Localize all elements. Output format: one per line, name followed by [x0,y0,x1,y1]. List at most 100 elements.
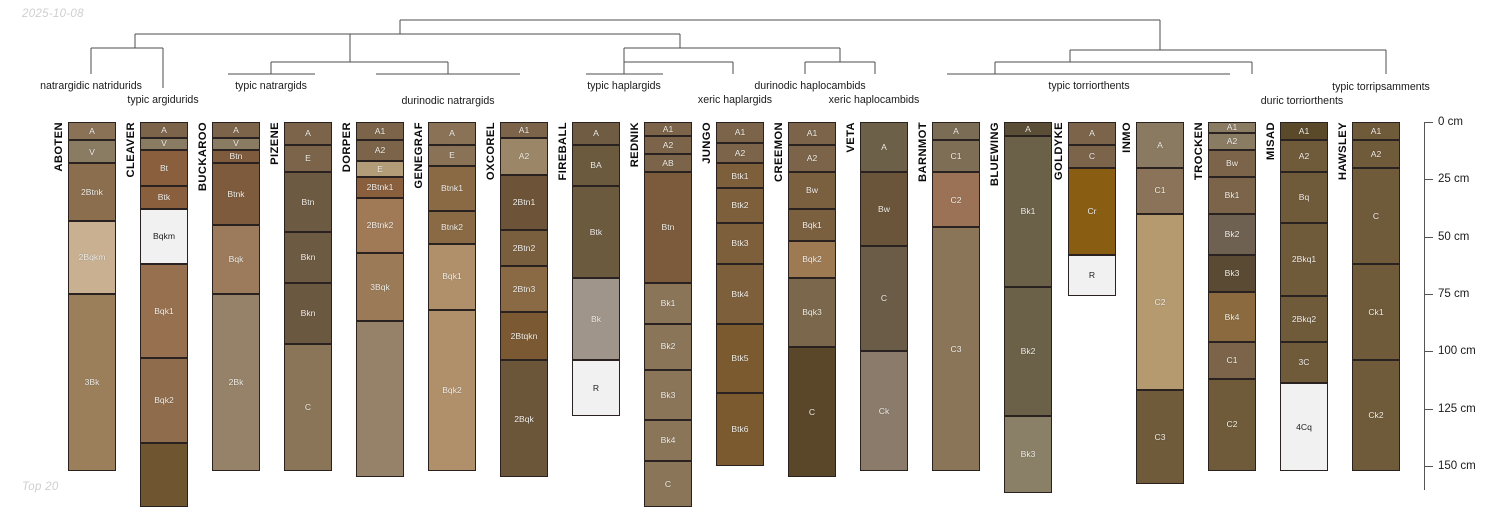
soil-horizon[interactable]: C1 [932,140,980,173]
soil-horizon[interactable]: A [428,122,476,145]
soil-horizon[interactable]: 2Btn3 [500,266,548,313]
soil-horizon[interactable]: Bk4 [1208,291,1256,343]
soil-horizon[interactable]: BA [572,144,620,187]
soil-horizon[interactable]: C3 [932,227,980,471]
soil-horizon[interactable]: Bqk2 [788,241,836,278]
soil-horizon[interactable]: 4Cq [1280,383,1328,471]
soil-horizon[interactable]: A [1004,122,1052,136]
soil-horizon[interactable]: C1 [1208,342,1256,379]
soil-horizon[interactable]: 2Bk [212,293,260,471]
soil-horizon[interactable]: Bkn [284,232,332,283]
soil-horizon[interactable]: Bt [140,149,188,187]
soil-horizon[interactable]: 2Btqkn [500,312,548,361]
soil-horizon[interactable]: Bqk2 [428,310,476,471]
soil-horizon[interactable]: C2 [1208,378,1256,471]
soil-horizon[interactable]: A [860,122,908,173]
soil-horizon[interactable]: A2 [788,144,836,173]
soil-horizon[interactable]: Ck1 [1352,264,1400,361]
soil-horizon[interactable]: Bqk [212,225,260,294]
soil-horizon[interactable]: AB [644,154,692,173]
soil-horizon[interactable]: A2 [1352,140,1400,168]
soil-horizon[interactable]: Bk3 [1208,254,1256,292]
soil-horizon[interactable]: Btnk2 [428,211,476,244]
soil-horizon[interactable]: 2Btn2 [500,229,548,267]
soil-horizon[interactable]: Bw [788,172,836,210]
soil-horizon[interactable]: Bk2 [1208,213,1256,255]
soil-horizon[interactable]: A [1068,122,1116,145]
soil-horizon[interactable]: A [212,122,260,139]
soil-horizon[interactable]: A [932,122,980,141]
soil-horizon[interactable]: 2Bqkm [68,220,116,294]
soil-horizon[interactable]: C2 [1136,213,1184,391]
soil-horizon[interactable]: A1 [1208,122,1256,134]
soil-horizon[interactable]: Btk1 [716,163,764,189]
soil-horizon[interactable]: C [644,461,692,507]
soil-horizon[interactable]: C [284,344,332,471]
soil-horizon[interactable]: Bk1 [1208,177,1256,214]
soil-horizon[interactable]: Cr [1068,167,1116,255]
soil-horizon[interactable]: A1 [356,122,404,141]
soil-horizon[interactable]: Bk3 [644,369,692,421]
soil-horizon[interactable]: A2 [1208,133,1256,150]
soil-horizon[interactable]: A1 [1352,122,1400,141]
soil-horizon[interactable]: R [572,360,620,416]
soil-horizon[interactable]: V [68,140,116,164]
soil-horizon[interactable]: A [284,122,332,145]
soil-horizon[interactable]: C1 [1136,167,1184,214]
soil-horizon[interactable]: 3Bqk [356,252,404,322]
soil-horizon[interactable]: A1 [500,122,548,139]
soil-horizon[interactable]: E [428,144,476,166]
soil-horizon[interactable]: Btn [644,172,692,283]
soil-horizon[interactable]: 2Btn1 [500,174,548,230]
soil-horizon[interactable]: Ck [860,351,908,471]
soil-horizon[interactable]: Btn [284,172,332,233]
soil-horizon[interactable]: Btk3 [716,222,764,265]
soil-horizon[interactable]: C [1352,167,1400,265]
soil-horizon[interactable]: A2 [1280,140,1328,173]
soil-horizon[interactable]: Btk6 [716,392,764,466]
soil-horizon[interactable]: Bk2 [644,323,692,370]
soil-horizon[interactable]: Btk4 [716,264,764,324]
soil-horizon[interactable]: A1 [644,122,692,136]
soil-horizon[interactable]: Bk [572,277,620,361]
soil-horizon[interactable]: Btnk [212,163,260,226]
soil-horizon[interactable]: C2 [932,172,980,228]
soil-horizon[interactable]: A2 [716,142,764,164]
soil-horizon[interactable]: Bqk3 [788,277,836,347]
soil-horizon[interactable]: 2Btnk [68,163,116,221]
soil-horizon[interactable]: 2Btnk1 [356,177,404,198]
soil-horizon[interactable]: 3C [1280,342,1328,384]
soil-horizon[interactable]: Ck2 [1352,360,1400,471]
soil-horizon[interactable]: Bqk1 [788,209,836,242]
soil-horizon[interactable]: Bk4 [644,420,692,462]
soil-horizon[interactable]: E [284,144,332,173]
soil-horizon[interactable]: Bqk1 [428,243,476,310]
soil-horizon[interactable]: Bqkm [140,209,188,265]
soil-horizon[interactable]: C3 [1136,390,1184,485]
soil-horizon[interactable]: 2Bqk [500,360,548,478]
soil-horizon[interactable]: A [1136,122,1184,168]
soil-horizon[interactable]: Btk [572,186,620,278]
soil-horizon[interactable]: Btk [140,186,188,210]
soil-horizon[interactable]: R [1068,254,1116,297]
soil-horizon[interactable]: Bk1 [1004,135,1052,288]
soil-horizon[interactable]: Bk2 [1004,287,1052,416]
soil-horizon[interactable]: C [1068,144,1116,168]
soil-horizon[interactable]: A2 [500,138,548,175]
soil-horizon[interactable]: A1 [716,122,764,143]
soil-horizon[interactable]: A [68,122,116,141]
soil-horizon[interactable]: 2Bkq1 [1280,222,1328,297]
soil-horizon[interactable]: 2Btnk2 [356,197,404,253]
soil-horizon[interactable]: A [572,122,620,145]
soil-horizon[interactable]: Btk2 [716,188,764,223]
soil-horizon[interactable]: C [788,346,836,478]
soil-horizon[interactable]: Btn [212,149,260,164]
soil-horizon[interactable]: Btnk1 [428,165,476,212]
soil-horizon[interactable]: A2 [356,140,404,161]
soil-horizon[interactable]: A [140,122,188,139]
soil-horizon[interactable]: Bkn [284,282,332,345]
soil-horizon[interactable]: E [356,160,404,178]
soil-horizon[interactable] [140,443,188,507]
soil-horizon[interactable]: Bw [1208,149,1256,178]
soil-horizon[interactable]: V [140,138,188,150]
